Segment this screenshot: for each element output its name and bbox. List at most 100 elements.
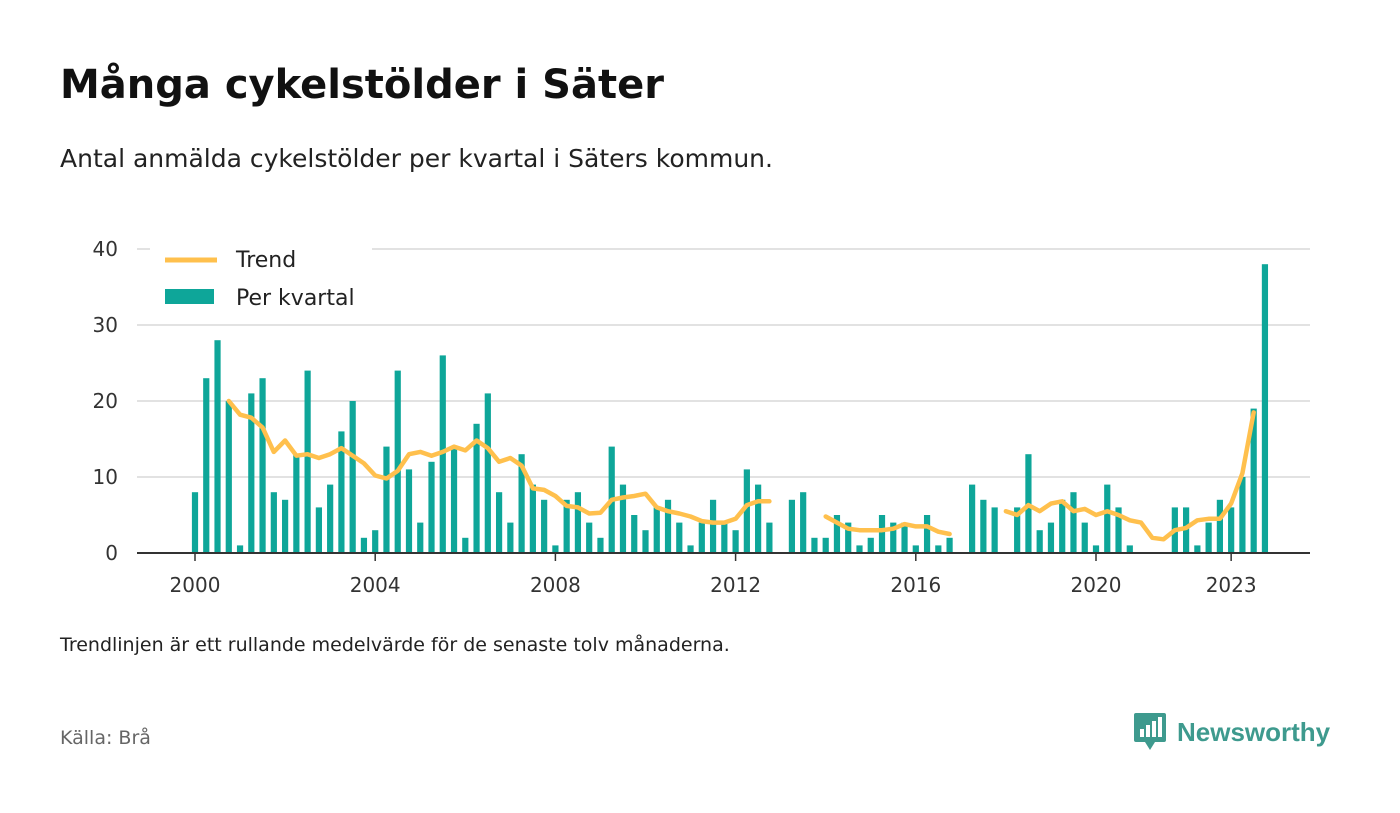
bar-2003-Q1 <box>327 484 334 553</box>
y-axis-ticks: 0 10 20 30 40 <box>93 237 118 565</box>
bar-2019-Q2 <box>1059 499 1066 553</box>
legend-label-per-kvartal: Per kvartal <box>236 286 355 311</box>
bar-2009-Q3 <box>619 484 627 553</box>
bar-2014-Q2 <box>833 515 841 553</box>
bar-2012-Q2 <box>743 469 750 553</box>
bar-2000-Q4 <box>225 401 232 553</box>
bar-2016-Q3 <box>935 545 942 553</box>
chart-note: Trendlinjen är ett rullande medelvärde f… <box>60 634 730 656</box>
bar-2000-Q3 <box>214 340 221 553</box>
y-tick-label: 20 <box>93 389 118 413</box>
bar-2009-Q4 <box>631 515 638 553</box>
x-axis-ticks: 2000 2004 2008 2012 2016 2020 2023 <box>170 553 1257 597</box>
bar-2018-Q4 <box>1036 530 1043 553</box>
bar-2017-Q2 <box>969 484 976 553</box>
bar-2007-Q4 <box>541 499 548 553</box>
bar-2010-Q4 <box>676 522 683 553</box>
bar-2016-Q1 <box>912 545 919 553</box>
bar-2010-Q1 <box>642 530 649 553</box>
bar-2015-Q4 <box>901 522 908 553</box>
bar-2014-Q1 <box>822 537 829 553</box>
bar-2003-Q3 <box>349 401 356 553</box>
bar-2023-Q3 <box>1250 408 1257 553</box>
y-tick-label: 40 <box>93 237 118 261</box>
bar-2015-Q2 <box>878 515 886 553</box>
bar-2010-Q2 <box>653 507 660 553</box>
x-tick-label: 2023 <box>1206 573 1257 597</box>
bar-2017-Q4 <box>991 507 998 553</box>
bar-2020-Q4 <box>1126 545 1133 553</box>
bar-2004-Q4 <box>405 469 413 553</box>
bar-2019-Q1 <box>1047 522 1055 553</box>
bar-2013-Q2 <box>788 499 796 553</box>
bar-2011-Q3 <box>709 499 717 553</box>
bar-2002-Q4 <box>315 507 322 553</box>
chart-subtitle: Antal anmälda cykelstölder per kvartal i… <box>60 144 773 173</box>
x-tick-label: 2004 <box>350 573 401 597</box>
bar-2023-Q1 <box>1228 507 1235 553</box>
x-tick-label: 2016 <box>890 573 941 597</box>
bar-2002-Q3 <box>304 370 311 553</box>
bar-2006-Q4 <box>495 492 503 553</box>
bar-2006-Q3 <box>484 393 491 553</box>
bar-2002-Q1 <box>282 499 289 553</box>
trend-segment-3 <box>1003 410 1256 542</box>
trend-segment-1 <box>226 398 772 525</box>
bar-2008-Q2 <box>563 499 570 553</box>
bar-2007-Q2 <box>518 454 525 553</box>
bar-2014-Q4 <box>856 545 863 553</box>
source-credit: Källa: Brå <box>60 727 151 749</box>
brand-name: Newsworthy <box>1177 716 1331 747</box>
bar-2008-Q1 <box>552 545 559 553</box>
legend-bar-swatch <box>165 289 214 304</box>
bar-2023-Q2 <box>1239 477 1246 553</box>
bar-2005-Q1 <box>417 522 424 553</box>
bar-2006-Q1 <box>462 537 469 553</box>
bar-2000-Q2 <box>203 378 210 553</box>
bar-2011-Q2 <box>698 522 705 553</box>
brand-logo: Newsworthy <box>1133 710 1330 754</box>
bar-2004-Q2 <box>383 446 390 553</box>
bar-2004-Q3 <box>394 370 401 553</box>
bar-2006-Q2 <box>473 423 480 553</box>
bar-2015-Q3 <box>890 522 897 553</box>
bar-2007-Q1 <box>507 522 514 553</box>
bar-2001-Q3 <box>259 378 266 553</box>
bar-2015-Q1 <box>867 537 874 553</box>
bar-2022-Q4 <box>1216 499 1223 553</box>
bar-2022-Q2 <box>1194 545 1201 553</box>
bar-2012-Q4 <box>766 522 773 553</box>
bar-2023-Q4 <box>1261 264 1269 553</box>
bar-2001-Q1 <box>236 545 244 553</box>
chart-title: Många cykelstölder i Säter <box>60 62 664 108</box>
bar-2012-Q3 <box>755 484 762 553</box>
legend: Trend Per kvartal <box>150 240 372 322</box>
bar-2018-Q2 <box>1014 507 1021 553</box>
bar-2020-Q3 <box>1115 507 1122 553</box>
bar-2016-Q2 <box>923 515 931 553</box>
y-tick-label: 0 <box>105 541 118 565</box>
legend-background <box>150 240 372 322</box>
bar-2019-Q3 <box>1070 492 1077 553</box>
bar-2022-Q1 <box>1183 507 1190 553</box>
bar-2005-Q2 <box>428 461 435 553</box>
bar-2002-Q2 <box>293 454 300 553</box>
y-tick-label: 30 <box>93 313 118 337</box>
bar-2017-Q3 <box>980 499 987 553</box>
bar-2020-Q2 <box>1104 484 1111 553</box>
bar-2011-Q1 <box>687 545 694 553</box>
bar-2013-Q3 <box>800 492 807 553</box>
trend-segment-2 <box>823 514 952 537</box>
bar-2005-Q4 <box>450 446 458 553</box>
legend-label-trend: Trend <box>235 248 296 273</box>
newsworthy-logo-icon <box>1134 713 1166 750</box>
bar-2007-Q3 <box>529 484 536 553</box>
bar-2013-Q4 <box>811 537 818 553</box>
bar-2016-Q4 <box>946 537 953 553</box>
bar-2010-Q3 <box>664 499 672 553</box>
bar-2003-Q2 <box>338 431 345 553</box>
bar-2004-Q1 <box>372 530 379 553</box>
bar-2011-Q4 <box>721 522 728 553</box>
bar-2003-Q4 <box>360 537 368 553</box>
x-tick-label: 2000 <box>170 573 221 597</box>
